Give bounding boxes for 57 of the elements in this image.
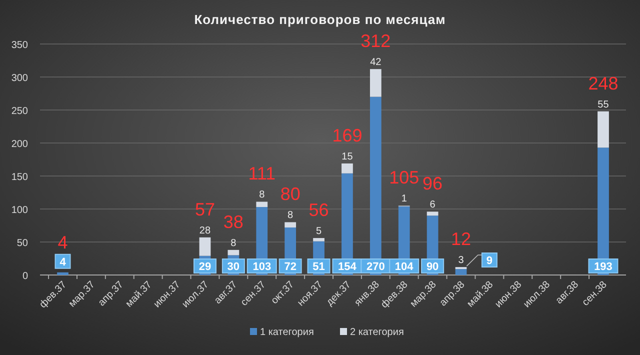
bar: [284, 222, 296, 228]
data-label: 1: [401, 194, 408, 205]
total-label: 96: [422, 174, 443, 194]
y-tick-label: 250: [11, 106, 28, 117]
data-label: 4: [58, 232, 68, 252]
bar: [57, 272, 68, 275]
total-label: 38: [223, 212, 244, 232]
bar: [199, 237, 211, 256]
data-label: 15: [342, 151, 354, 162]
total-label: 12: [450, 229, 472, 250]
data-label: 3: [458, 255, 464, 266]
y-tick-label: 350: [11, 40, 28, 51]
total-label: 111: [248, 164, 276, 184]
bar: [455, 269, 467, 275]
data-label: 30: [227, 261, 240, 273]
data-label: 90: [426, 261, 439, 273]
data-label: 193: [594, 261, 612, 273]
y-tick-label: 300: [11, 73, 28, 84]
y-tick-label: 150: [11, 172, 28, 183]
data-label: 154: [338, 261, 358, 273]
data-label: 104: [394, 261, 414, 273]
data-label: 28: [199, 225, 211, 236]
bar: [598, 111, 609, 148]
data-label: 8: [230, 238, 237, 249]
total-label: 4: [60, 256, 67, 268]
total-label: 105: [389, 168, 420, 188]
total-label: 80: [280, 184, 300, 204]
y-tick-label: 100: [11, 205, 28, 216]
total-label: 169: [332, 125, 362, 146]
legend-label: 1 категория: [260, 327, 314, 338]
bar: [313, 238, 324, 242]
data-label: 103: [252, 261, 272, 273]
data-label: 51: [312, 261, 325, 273]
data-label: 8: [259, 190, 266, 201]
legend-label: 2 категория: [350, 327, 404, 338]
chart-title: Количество приговоров по месяцам: [194, 12, 446, 27]
y-tick-label: 200: [11, 139, 28, 150]
total-label: 56: [308, 200, 329, 220]
data-label: 270: [366, 261, 385, 273]
data-label: 29: [198, 261, 212, 273]
y-tick-label: 50: [16, 238, 28, 249]
bar: [342, 163, 353, 174]
y-tick-label: 0: [22, 271, 28, 282]
bar: [256, 202, 268, 208]
data-label: 55: [598, 99, 610, 110]
bar: [228, 250, 240, 256]
data-label: 72: [284, 261, 296, 273]
data-label: 5: [316, 226, 322, 238]
data-label: 6: [430, 200, 436, 211]
total-label: 248: [588, 73, 618, 94]
total-label: 312: [360, 31, 391, 52]
total-label: 57: [194, 199, 216, 220]
bar: [426, 212, 438, 216]
data-label: 42: [370, 57, 382, 68]
data-label: 8: [288, 210, 294, 222]
bar: [370, 69, 382, 97]
data-label: 9: [486, 255, 493, 267]
